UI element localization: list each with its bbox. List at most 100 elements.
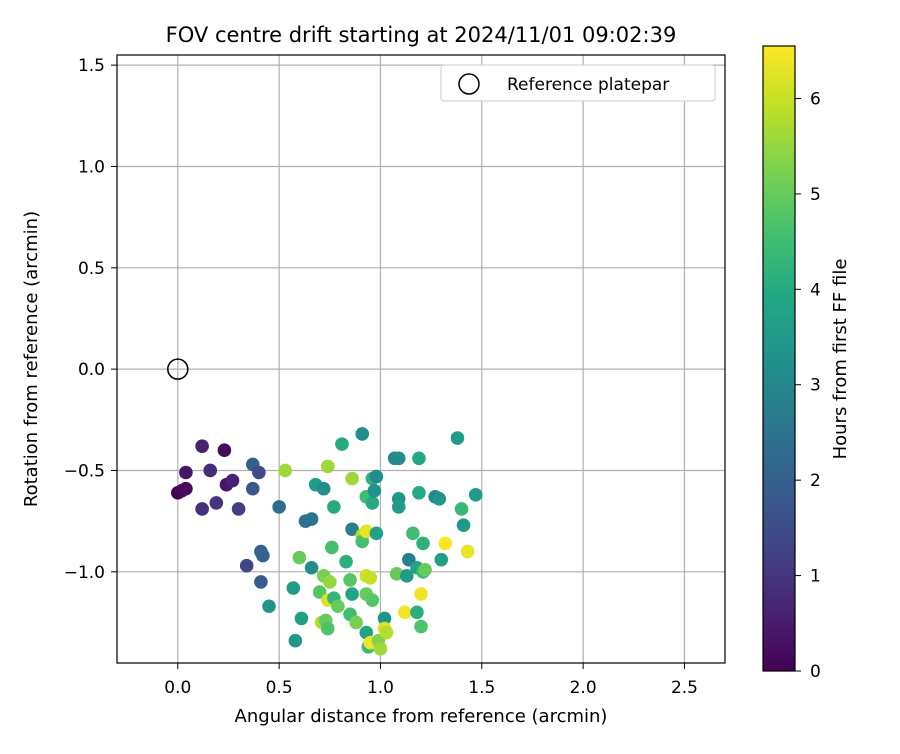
data-point xyxy=(262,599,276,614)
data-point xyxy=(377,611,392,626)
data-point xyxy=(217,443,232,458)
data-point xyxy=(365,496,380,510)
data-point xyxy=(278,463,293,478)
data-point xyxy=(432,492,447,506)
data-point xyxy=(225,473,240,488)
data-point xyxy=(231,502,246,516)
data-point xyxy=(359,524,374,539)
data-point xyxy=(345,587,359,601)
x-axis-ticks: 0.0 0.5 1.0 1.5 2.0 2.5 xyxy=(164,663,698,698)
colorbar-label: Hours from first FF file xyxy=(830,259,851,460)
data-point xyxy=(460,544,475,559)
data-point xyxy=(304,512,319,526)
data-point xyxy=(414,587,428,601)
data-point xyxy=(304,560,319,575)
data-point xyxy=(323,575,337,589)
data-point xyxy=(209,496,224,510)
y-tick-label: 1.5 xyxy=(78,56,105,76)
data-point xyxy=(389,567,404,581)
x-tick-label: 2.0 xyxy=(570,678,597,698)
grid xyxy=(117,55,725,663)
plot-frame xyxy=(116,54,726,664)
data-point xyxy=(195,502,209,516)
y-tick-label: −0.5 xyxy=(64,461,105,481)
legend-label: Reference platepar xyxy=(507,75,669,95)
data-point xyxy=(286,581,301,595)
data-point xyxy=(379,625,394,640)
y-tick-label: 1.0 xyxy=(78,157,105,177)
data-point xyxy=(203,463,218,478)
data-point xyxy=(410,605,424,620)
data-point xyxy=(179,481,193,496)
data-points xyxy=(171,427,483,656)
colorbar-tick-label: 6 xyxy=(810,89,821,109)
data-point xyxy=(418,562,432,577)
data-point xyxy=(179,465,193,480)
data-point xyxy=(195,439,209,453)
colorbar-tick-label: 2 xyxy=(810,471,821,491)
colorbar-tick-label: 4 xyxy=(810,280,821,300)
data-point xyxy=(252,465,266,480)
data-point xyxy=(245,481,260,496)
x-tick-label: 1.5 xyxy=(468,678,495,698)
x-tick-label: 1.0 xyxy=(367,678,394,698)
data-point xyxy=(355,427,370,441)
data-point xyxy=(414,619,428,634)
data-point xyxy=(450,431,465,445)
y-tick-label: 0.5 xyxy=(78,259,105,279)
data-point xyxy=(331,599,345,614)
data-point xyxy=(292,550,307,565)
data-point xyxy=(256,548,270,563)
legend-open-circle-icon xyxy=(458,73,480,95)
data-point xyxy=(373,642,388,656)
data-point xyxy=(397,605,412,620)
data-point xyxy=(400,569,414,583)
data-point xyxy=(406,526,420,541)
x-tick-label: 2.5 xyxy=(671,678,698,698)
data-point xyxy=(320,459,335,474)
data-point xyxy=(438,536,453,551)
x-axis-label: Angular distance from reference (arcmin) xyxy=(235,706,608,727)
colorbar-tick-label: 5 xyxy=(810,185,821,205)
colorbar-tick-label: 3 xyxy=(810,376,821,396)
data-point xyxy=(454,502,469,516)
y-tick-label: 0.0 xyxy=(78,360,105,380)
data-point xyxy=(345,471,359,486)
data-point xyxy=(272,500,286,514)
data-point xyxy=(335,437,349,451)
data-point xyxy=(412,451,426,466)
data-point xyxy=(349,615,363,630)
x-tick-label: 0.5 xyxy=(266,678,293,698)
colorbar-tick-label: 0 xyxy=(810,662,821,682)
chart-title: FOV centre drift starting at 2024/11/01 … xyxy=(166,23,677,47)
data-point xyxy=(369,526,384,541)
data-point xyxy=(367,483,382,498)
legend-box xyxy=(440,64,716,102)
colorbar-gradient xyxy=(762,45,796,672)
data-point xyxy=(294,611,309,626)
data-point xyxy=(468,487,483,502)
data-point xyxy=(365,593,380,607)
data-point xyxy=(339,554,353,569)
data-point xyxy=(416,536,430,551)
data-point xyxy=(239,558,254,573)
data-point xyxy=(412,485,426,500)
data-point xyxy=(363,571,378,585)
y-tick-label: −1.0 xyxy=(64,563,105,583)
data-point xyxy=(369,469,384,484)
data-point xyxy=(320,621,335,636)
y-axis-ticks: 1.5 1.0 0.5 0.0 −0.5 −1.0 xyxy=(64,56,117,583)
data-point xyxy=(345,522,359,537)
data-point xyxy=(434,552,449,567)
x-tick-label: 0.0 xyxy=(164,678,191,698)
colorbar-ticks: 0 1 2 3 4 5 6 xyxy=(795,89,821,682)
y-axis-label: Rotation from reference (arcmin) xyxy=(21,211,42,507)
data-point xyxy=(325,540,339,555)
data-point xyxy=(343,573,357,587)
reference-platepar-marker xyxy=(167,358,189,380)
data-point xyxy=(327,500,341,514)
colorbar-tick-label: 1 xyxy=(810,567,821,587)
data-point xyxy=(391,451,406,466)
